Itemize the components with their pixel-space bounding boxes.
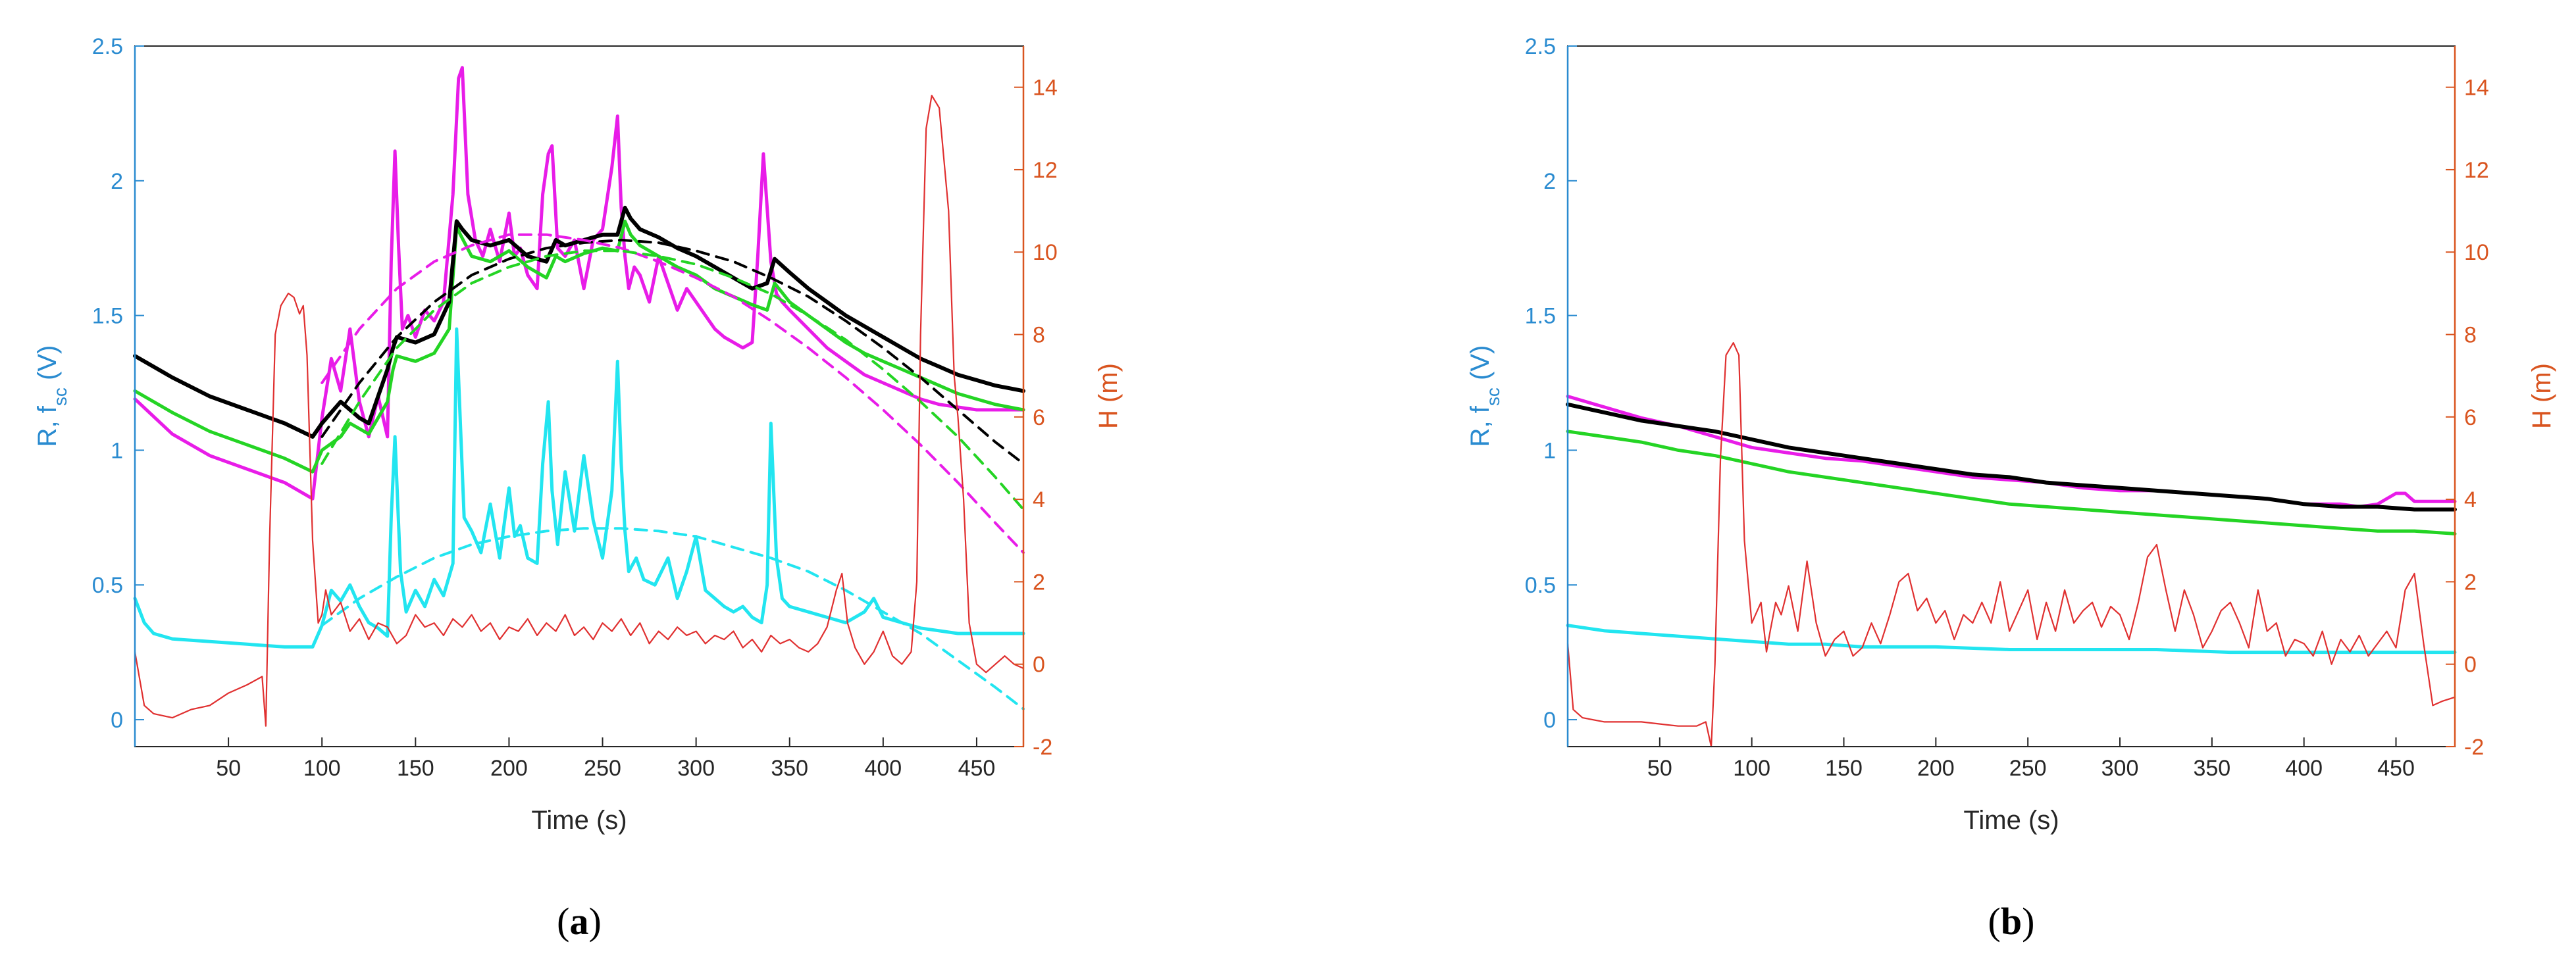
panel-b-left-tick-label: 2.5	[1525, 34, 1556, 59]
panel-a-right-tick-label: 2	[1033, 570, 1045, 595]
panel-a-left-axis-title-suffix: (V)	[33, 345, 62, 387]
panel-b-plot-area	[1568, 46, 2455, 747]
panel-a-series-green-fit-line	[321, 249, 1025, 511]
panel-b-left-axis-title: R, fsc (V)	[1466, 345, 1503, 447]
panel-b-left-tick-label: 1.5	[1525, 304, 1556, 329]
panel-b-right-tick-label: 0	[2464, 653, 2477, 678]
panel-a-x-tick-label: 200	[490, 756, 528, 781]
panel-a-x-tick-label: 400	[864, 756, 902, 781]
panel-a-series-fsc-line	[133, 327, 1025, 649]
panel-b-left-tick-label: 0	[1543, 708, 1556, 733]
panel-a-left-tick-label: 2	[111, 169, 123, 194]
panel-b-x-tick-label: 350	[2193, 756, 2230, 781]
panel-b-series-green-line	[1566, 430, 2457, 535]
panel-b-axes: 50 100 150 200 250 300 350 400 45000.511.522.5-2…	[1525, 34, 2489, 781]
panel-b-series-H-line	[1566, 341, 2456, 748]
panel-b-x-tick-label: 250	[2009, 756, 2047, 781]
panel-b-left-tick-label: 1	[1543, 438, 1556, 463]
panel-a-chart: 50 100 150 200 250 300 350 400 45000.511.522.5-2…	[33, 34, 1123, 943]
panel-a-label-close: )	[589, 900, 602, 943]
panel-b-x-axis-title: Time (s)	[1963, 806, 2059, 835]
panel-b-right-tick-label: 8	[2464, 323, 2477, 348]
panel-b-series-R-line	[1566, 402, 2457, 512]
panel-b-label-open: (	[1988, 900, 2001, 943]
panel-b-label-letter: b	[2001, 900, 2022, 943]
panel-b-series-group	[1566, 341, 2457, 748]
panel-a-x-tick-label: 150	[397, 756, 434, 781]
panel-a-series-R-fit-line	[321, 238, 1025, 465]
panel-a-series-H-line	[134, 95, 1025, 727]
panel-b-left-axis-title-main: R, f	[1466, 405, 1495, 447]
panel-a-plot-area	[135, 46, 1023, 747]
panel-a-right-tick-label: 4	[1033, 487, 1045, 512]
panel-b-left-tick-label: 2	[1543, 169, 1556, 194]
panel-b-right-tick-label: 10	[2464, 240, 2489, 265]
panel-a-x-tick-label: 300	[677, 756, 715, 781]
panel-b-x-tick-label: 100	[1733, 756, 1770, 781]
panel-a-series-magenta-fit-line	[321, 233, 1025, 555]
panel-a-series-magenta-line	[133, 66, 1025, 501]
panel-a-series-green-line	[133, 219, 1025, 474]
panel-a-label: (a)	[557, 900, 602, 943]
panel-a-x-tick-label: 50	[216, 756, 241, 781]
panel-b-left-tick-label: 0.5	[1525, 573, 1556, 598]
panel-a-x-tick-label: 100	[303, 756, 341, 781]
panel-b-left-axis-title-suffix: (V)	[1466, 345, 1495, 387]
panel-b-x-tick-label: 450	[2377, 756, 2415, 781]
panel-b-left-axis-title-sub: sc	[1483, 387, 1503, 406]
panel-b-x-tick-label: 400	[2285, 756, 2323, 781]
panel-b-series-fsc-line	[1566, 624, 2457, 655]
panel-a-label-letter: a	[570, 900, 589, 943]
panel-b-right-tick-label: 4	[2464, 487, 2477, 512]
panel-a-x-tick-label: 450	[958, 756, 996, 781]
panel-a-series-R-line	[133, 205, 1025, 439]
panel-a-left-axis-title-sub: sc	[50, 387, 70, 406]
panel-a-left-tick-label: 1	[111, 438, 123, 463]
panel-a-right-tick-label: 10	[1033, 240, 1058, 265]
panel-a-right-axis-title: H (m)	[1094, 363, 1123, 429]
panel-a-right-tick-label: 12	[1033, 158, 1058, 183]
panel-a-right-tick-label: -2	[1033, 735, 1052, 760]
panel-a-left-tick-label: 1.5	[92, 304, 123, 329]
panel-b-right-tick-label: 2	[2464, 570, 2477, 595]
panel-a-left-axis-title: R, fsc (V)	[33, 345, 70, 447]
panel-b-x-tick-label: 200	[1917, 756, 1955, 781]
panel-a-right-tick-label: 6	[1033, 405, 1045, 430]
panel-a-left-tick-label: 0.5	[92, 573, 123, 598]
panel-a-series-group	[133, 66, 1025, 727]
panel-b-label-close: )	[2022, 900, 2034, 943]
panel-a-right-tick-label: 8	[1033, 323, 1045, 348]
panel-b-label: (b)	[1988, 900, 2035, 943]
panel-a-label-open: (	[557, 900, 569, 943]
panel-a-x-axis-title: Time (s)	[531, 806, 627, 835]
panel-b-x-tick-label: 150	[1825, 756, 1863, 781]
panel-a-right-tick-label: 0	[1033, 653, 1045, 678]
panel-b-right-tick-label: 12	[2464, 158, 2489, 183]
panel-a-left-tick-label: 2.5	[92, 34, 123, 59]
panel-b-right-axis-title: H (m)	[2527, 363, 2556, 429]
panel-a-left-axis-title-main: R, f	[33, 405, 62, 447]
panel-b-x-tick-label: 50	[1647, 756, 1672, 781]
panel-b-right-tick-label: -2	[2464, 735, 2484, 760]
panel-b-x-tick-label: 300	[2101, 756, 2139, 781]
panel-b-chart: 50 100 150 200 250 300 350 400 45000.511.522.5-2…	[1466, 34, 2556, 943]
panel-a-axes: 50 100 150 200 250 300 350 400 45000.511.522.5-2…	[92, 34, 1058, 781]
panel-b-right-tick-label: 6	[2464, 405, 2477, 430]
panel-a-left-tick-label: 0	[111, 708, 123, 733]
panel-a-right-tick-label: 14	[1033, 76, 1058, 101]
panel-a-x-tick-label: 250	[584, 756, 621, 781]
panel-a-series-fsc-fit-line	[321, 527, 1025, 710]
panel-b-right-tick-label: 14	[2464, 76, 2489, 101]
panel-a-x-tick-label: 350	[771, 756, 808, 781]
